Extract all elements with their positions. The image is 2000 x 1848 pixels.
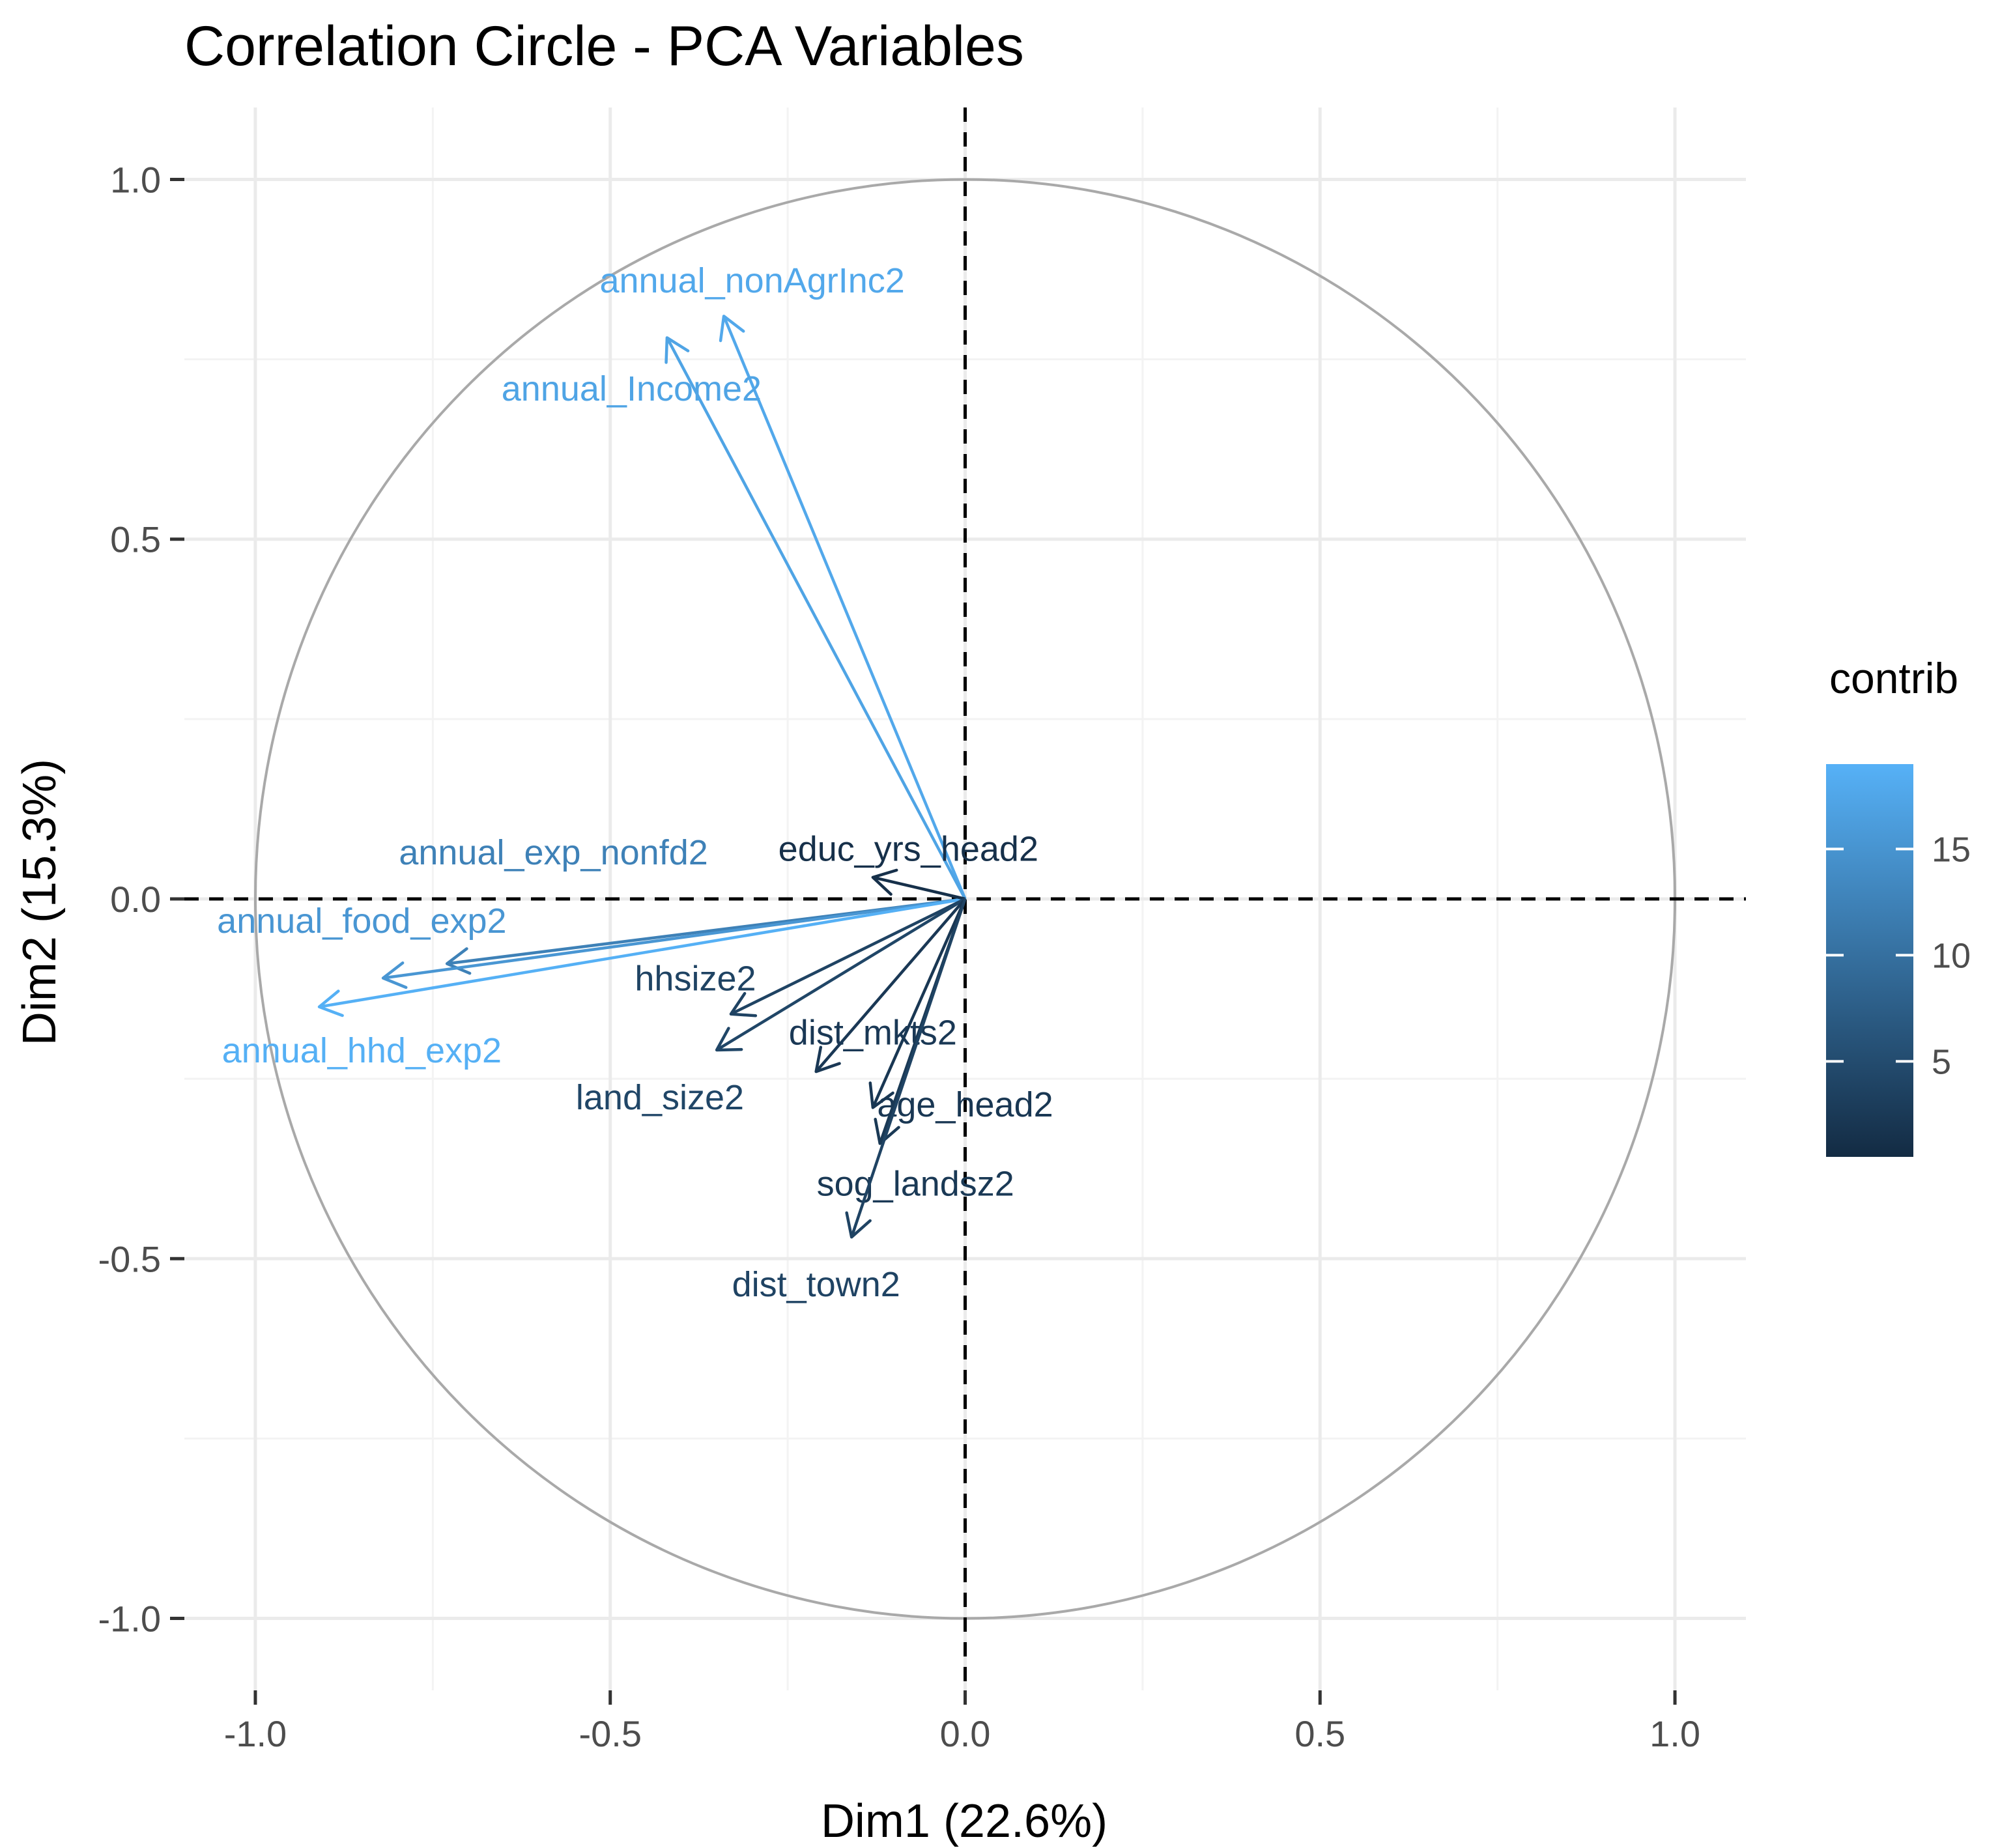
variable-arrow-hhsize2 [730,897,966,1016]
variable-arrow-annual_food_exp2 [382,897,965,980]
colorbar-tick-label: 15 [1932,830,1971,869]
variable-label-annual_hhd_exp2: annual_hhd_exp2 [222,1031,502,1070]
variable-arrowhead-annual_food_exp2 [381,961,408,989]
colorbar [1826,764,1913,1157]
variable-label-annual_exp_nonfd2: annual_exp_nonfd2 [399,833,707,872]
variable-label-annual_food_exp2: annual_food_exp2 [217,902,506,941]
variable-arrowhead-sog_landsz2 [874,1117,900,1145]
y-axis-title: Dim2 (15.3%) [14,759,66,1045]
variable-arrowhead-land_size2 [715,1027,743,1052]
variable-label-age_head2: age_head2 [877,1085,1053,1124]
variable-label-dist_mkts2: dist_mkts2 [789,1013,957,1052]
variable-arrow-annual_Income2 [665,337,967,900]
variable-arrowhead-annual_nonAgrInc2 [719,315,745,343]
colorbar-tick-label: 5 [1932,1042,1951,1081]
variable-arrow-annual_nonAgrInc2 [722,315,967,900]
y-tick-label: 0.0 [110,879,161,920]
variable-arrow-educ_yrs_head2 [872,875,966,901]
variable-label-annual_Income2: annual_Income2 [502,369,762,408]
variable-arrowhead-annual_hhd_exp2 [317,989,344,1017]
variable-arrowhead-age_head2 [868,1081,894,1109]
variable-label-hhsize2: hhsize2 [635,960,756,999]
variable-arrow-dist_mkts2 [814,898,967,1073]
variable-arrowhead-dist_town2 [845,1211,872,1239]
x-tick-label: -1.0 [224,1713,287,1754]
x-tick-label: 0.0 [940,1713,991,1754]
variable-label-annual_nonAgrInc2: annual_nonAgrInc2 [599,261,904,300]
x-tick-label: 1.0 [1650,1713,1700,1754]
x-tick-label: 0.5 [1294,1713,1345,1754]
variable-arrowhead-annual_exp_nonfd2 [445,947,472,975]
y-tick-label: 0.5 [110,519,161,560]
y-tick-label: 1.0 [110,159,161,200]
variable-arrowhead-annual_Income2 [664,336,690,364]
variable-arrow-age_head2 [871,898,967,1109]
variable-arrow-dist_town2 [850,898,967,1238]
legend-title: contrib [1829,654,1958,702]
x-tick-label: -0.5 [579,1713,642,1754]
variable-label-sog_landsz2: sog_landsz2 [817,1164,1014,1203]
variable-arrowhead-hhsize2 [729,991,758,1017]
chart-title: Correlation Circle - PCA Variables [184,15,1024,78]
colorbar-tick-label: 10 [1932,936,1971,975]
variable-arrowhead-dist_mkts2 [814,1045,841,1073]
contrib-legend: contrib 15 10 5 [1826,654,1971,1157]
x-axis-title: Dim1 (22.6%) [821,1795,1107,1847]
plot-panel: -1.0 -0.5 0.0 0.5 1.0 1.0 0.5 0.0 -0.5 -1.0 annual… [98,107,1746,1754]
variable-label-dist_town2: dist_town2 [732,1265,900,1304]
variable-arrowhead-educ_yrs_head2 [871,868,898,896]
variable-arrow-land_size2 [715,898,966,1051]
y-tick-label: -0.5 [98,1238,162,1279]
variable-arrow-annual_hhd_exp2 [319,897,965,1008]
variable-label-land_size2: land_size2 [576,1078,744,1117]
y-tick-label: -1.0 [98,1599,162,1640]
variable-label-educ_yrs_head2: educ_yrs_head2 [779,830,1038,869]
